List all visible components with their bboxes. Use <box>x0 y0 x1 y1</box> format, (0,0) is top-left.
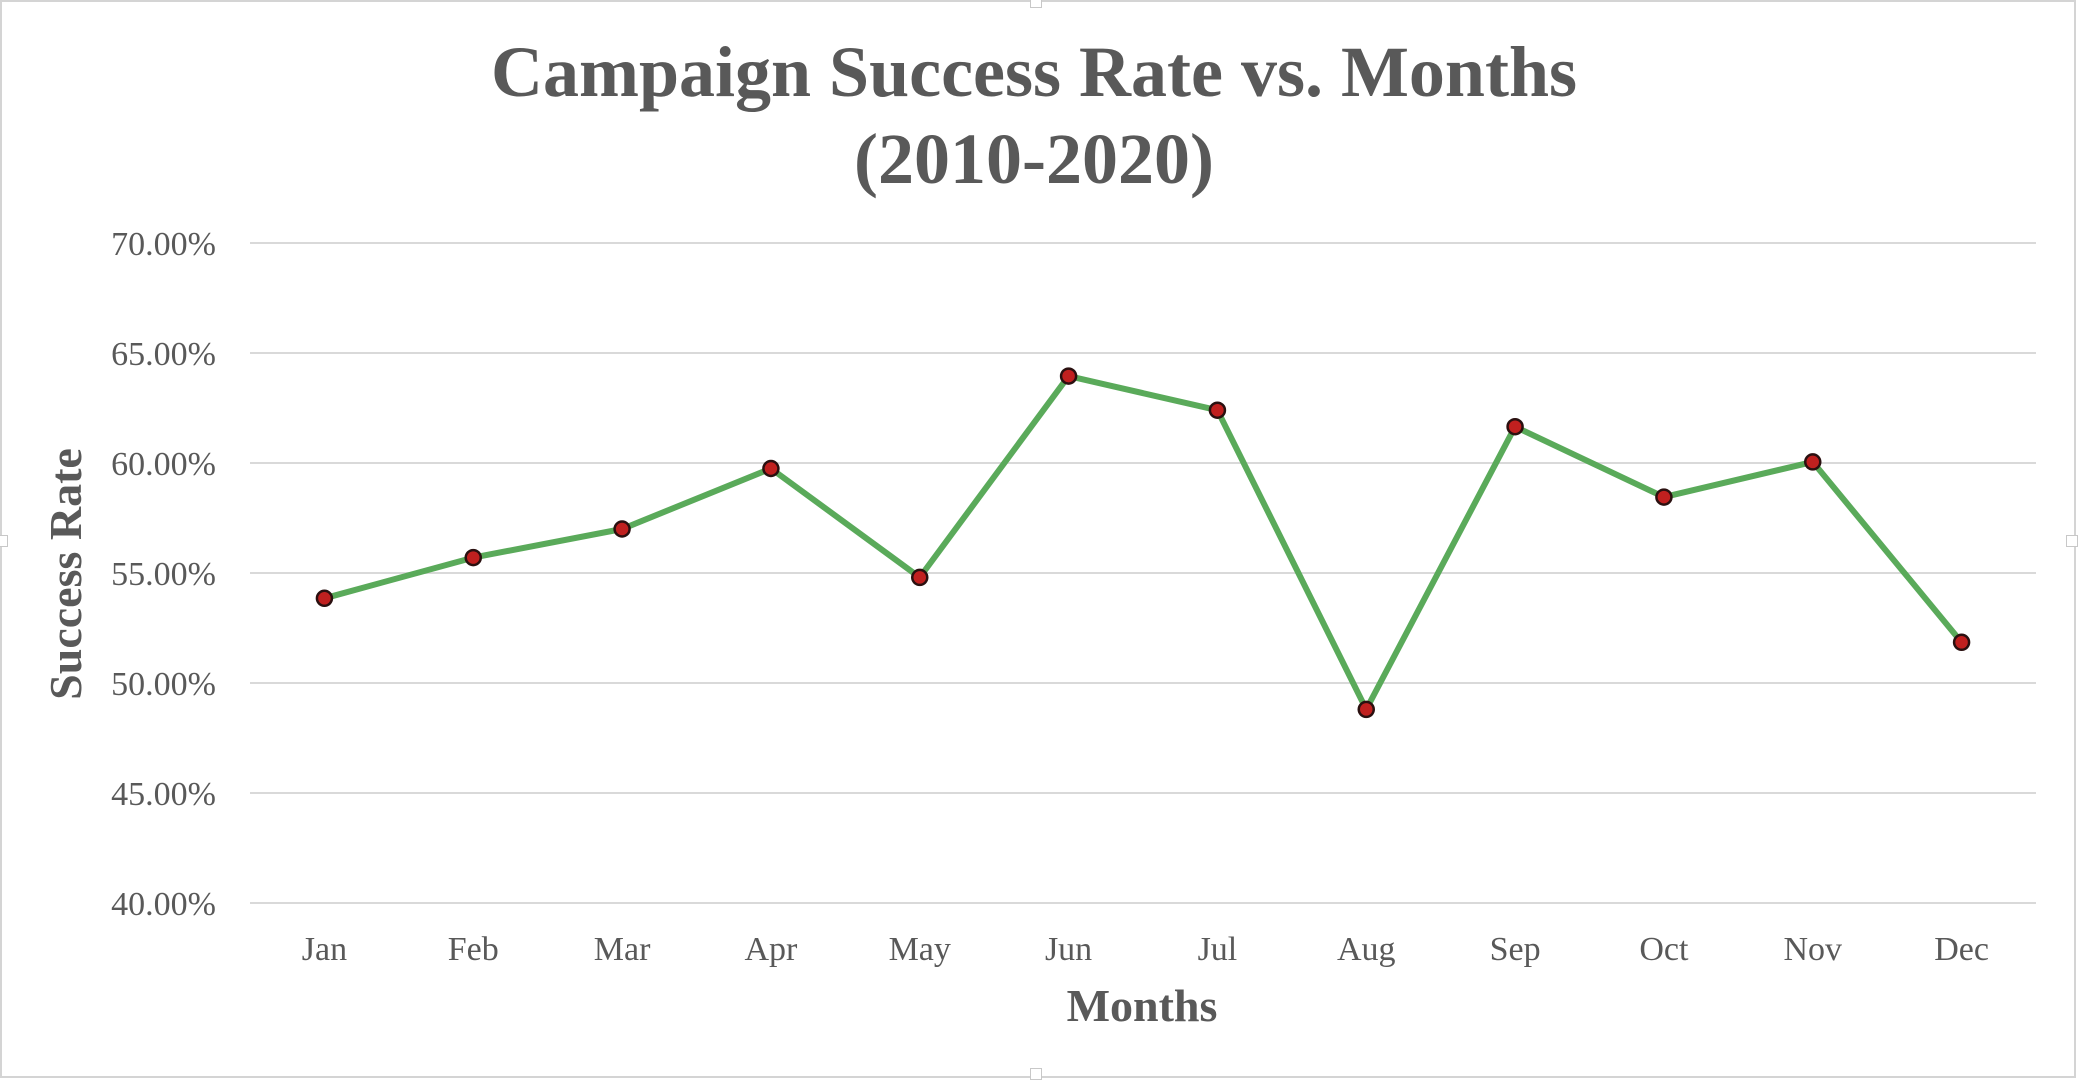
data-point <box>613 520 631 538</box>
x-tick-label: Mar <box>594 931 651 968</box>
resize-handle-top[interactable] <box>1030 0 1042 8</box>
x-tick-label: May <box>889 931 951 968</box>
data-point <box>1357 700 1375 719</box>
chart-title-line-1: Campaign Success Rate vs. Months <box>491 32 1577 112</box>
x-tick-label: Oct <box>1639 931 1689 968</box>
resize-handle-bottom[interactable] <box>1030 1068 1042 1080</box>
data-point <box>762 459 780 478</box>
data-point <box>1059 367 1078 385</box>
x-tick-label: Aug <box>1337 931 1396 968</box>
data-point <box>464 548 482 567</box>
series-line <box>321 373 1965 713</box>
x-tick-label: Jun <box>1045 931 1092 968</box>
x-tick-label: Jul <box>1198 931 1238 968</box>
x-axis-title: Months <box>1067 980 1218 1031</box>
x-tick-label: Apr <box>744 931 798 968</box>
x-tick-label: Sep <box>1490 931 1541 968</box>
y-axis-title: Success Rate <box>40 448 91 700</box>
data-point <box>911 568 929 587</box>
x-axis-ticks: Jan Feb Mar Apr May Jun Jul Aug Sep Oct Nov Dec <box>302 931 1989 968</box>
x-tick-label: Feb <box>448 931 499 968</box>
y-tick-label: 70.00% <box>111 226 216 263</box>
gridlines <box>250 242 2036 904</box>
x-tick-label: Jan <box>302 931 347 968</box>
data-point <box>1208 401 1227 419</box>
resize-handle-right[interactable] <box>2066 535 2078 547</box>
data-point <box>1655 488 1673 506</box>
y-tick-label: 45.00% <box>111 776 216 813</box>
data-point <box>1804 453 1822 471</box>
y-tick-label: 60.00% <box>111 446 216 483</box>
data-point <box>1952 633 1971 652</box>
chart-title-line-2: (2010-2020) <box>854 119 1214 199</box>
x-tick-label: Dec <box>1934 931 1989 968</box>
y-axis-ticks: 70.00% 65.00% 60.00% 55.00% 50.00% 45.00% 40.0… <box>111 226 216 923</box>
y-tick-label: 50.00% <box>111 666 216 703</box>
y-tick-label: 40.00% <box>111 886 216 923</box>
resize-handle-left[interactable] <box>0 535 8 547</box>
x-tick-label: Nov <box>1783 931 1842 968</box>
y-tick-label: 65.00% <box>111 336 216 373</box>
data-point <box>1506 417 1524 436</box>
y-tick-label: 55.00% <box>111 556 216 593</box>
data-point <box>315 589 334 608</box>
series-success-rate <box>315 367 1971 719</box>
